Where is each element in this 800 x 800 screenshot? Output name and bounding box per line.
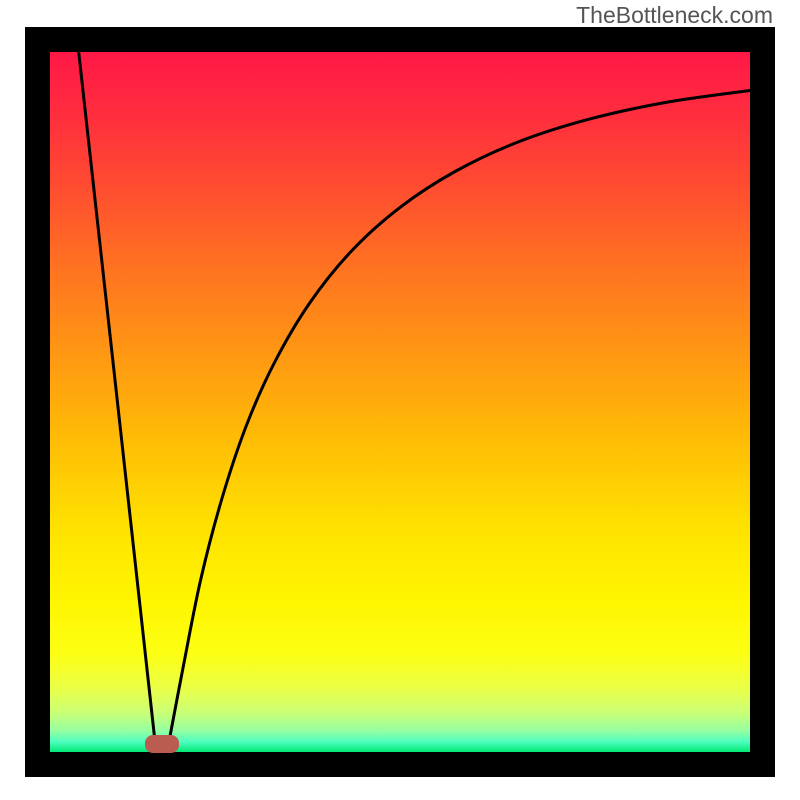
curve-overlay [50, 52, 750, 752]
plot-area [25, 27, 775, 777]
watermark-text: TheBottleneck.com [576, 2, 773, 29]
optimum-marker [145, 735, 179, 753]
curve-left-branch [79, 52, 155, 742]
chart-container: TheBottleneck.com [0, 0, 800, 800]
curve-right-branch [169, 91, 750, 742]
optimum-marker-shape [145, 735, 179, 753]
